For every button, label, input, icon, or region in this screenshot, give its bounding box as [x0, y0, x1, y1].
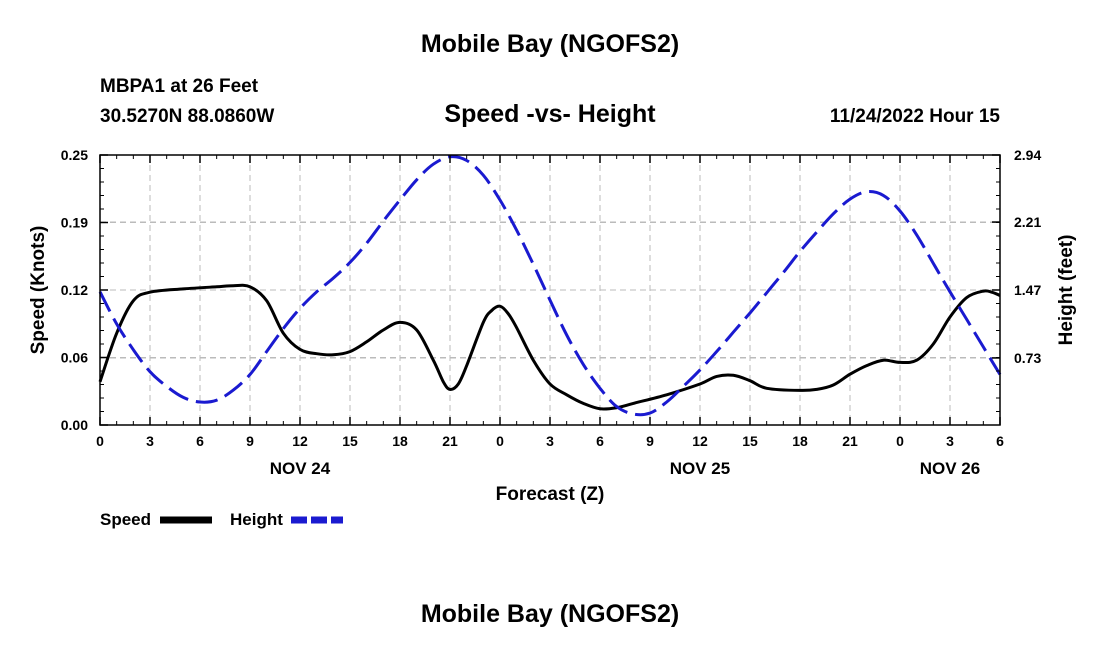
footer-title: Mobile Bay (NGOFS2) — [420, 600, 680, 628]
y-tick-label: 0.00 — [61, 417, 88, 433]
x-date-label: NOV 24 — [270, 459, 331, 478]
x-axis-title: Forecast (Z) — [496, 484, 605, 505]
station-coordinates: 30.5270N 88.0860W — [100, 106, 275, 127]
x-tick-label: 0 — [496, 433, 504, 449]
x-tick-label: 21 — [442, 433, 458, 449]
x-tick-label: 12 — [292, 433, 308, 449]
x-tick-label: 6 — [596, 433, 604, 449]
y-axis-title: Speed (Knots) — [28, 226, 49, 355]
x-tick-label: 6 — [196, 433, 204, 449]
series-layer — [98, 155, 1002, 417]
x-tick-label: 0 — [896, 433, 904, 449]
y2-tick-label: 2.94 — [1014, 147, 1041, 163]
station-label: MBPA1 at 26 Feet — [100, 76, 259, 97]
x-date-label: NOV 26 — [920, 459, 980, 478]
axis-labels: 0 3 6 9 12 15 18 21 0 3 6 9 12 15 18 21 0 3 6 NOV 24 NOV 25 N… — [61, 147, 1042, 478]
y-tick-label: 0.12 — [61, 282, 88, 298]
y-tick-label: 0.19 — [61, 215, 88, 231]
x-tick-label: 3 — [946, 433, 954, 449]
x-tick-label: 12 — [692, 433, 708, 449]
x-tick-label: 21 — [842, 433, 858, 449]
x-date-label: NOV 25 — [670, 459, 730, 478]
y2-axis-title: Height (feet) — [1056, 235, 1077, 346]
main-title: Mobile Bay (NGOFS2) — [420, 30, 680, 58]
speed-series-line — [98, 283, 1001, 411]
height-series-line — [98, 155, 1002, 417]
x-tick-label: 15 — [742, 433, 758, 449]
x-tick-label: 0 — [96, 433, 104, 449]
y2-tick-label: 0.73 — [1014, 350, 1041, 366]
x-tick-label: 9 — [246, 433, 254, 449]
y2-tick-label: 1.47 — [1014, 282, 1041, 298]
grid-lines — [100, 155, 1000, 425]
y2-tick-label: 2.21 — [1014, 214, 1041, 230]
legend-height-label: Height — [230, 510, 283, 529]
legend: Speed Height — [100, 510, 343, 529]
legend-speed-label: Speed — [100, 510, 151, 529]
chart-title: Speed -vs- Height — [444, 100, 656, 128]
x-tick-label: 3 — [546, 433, 554, 449]
speed-height-chart: 0 3 6 9 12 15 18 21 0 3 6 9 12 15 18 21 0 3 6 NOV 24 NOV 25 N… — [28, 147, 1077, 529]
x-tick-label: 18 — [792, 433, 808, 449]
y-tick-label: 0.06 — [61, 350, 88, 366]
x-tick-label: 15 — [342, 433, 358, 449]
x-tick-label: 9 — [646, 433, 654, 449]
axis-ticks — [99, 154, 1001, 426]
x-tick-label: 6 — [996, 433, 1004, 449]
x-tick-label: 3 — [146, 433, 154, 449]
forecast-datetime: 11/24/2022 Hour 15 — [829, 106, 1000, 127]
y-tick-label: 0.25 — [61, 147, 88, 163]
x-tick-label: 18 — [392, 433, 408, 449]
